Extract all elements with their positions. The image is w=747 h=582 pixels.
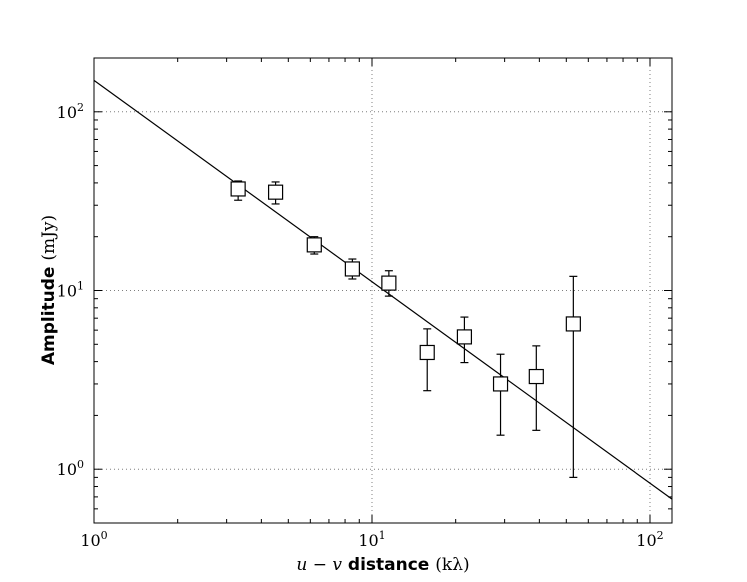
square-marker <box>419 344 435 361</box>
data-point <box>456 316 473 364</box>
data-point <box>419 328 435 392</box>
y-tick-label: 100 <box>57 458 84 479</box>
x-tick-label: 100 <box>80 529 107 550</box>
data-points <box>230 180 581 478</box>
x-tick-label: 102 <box>636 529 663 550</box>
y-axis-label: Amplitude (mJy) <box>39 215 59 365</box>
tick-labels: 100 101 102 100 101 102 <box>57 101 664 550</box>
square-marker <box>306 237 322 253</box>
y-tick-label: 102 <box>57 101 84 122</box>
square-marker <box>381 275 397 291</box>
x-axis-label: u − v distance (kλ) <box>296 555 469 575</box>
data-point <box>306 236 322 255</box>
square-marker <box>267 184 284 200</box>
data-point <box>381 270 397 297</box>
square-marker <box>344 261 360 277</box>
data-point <box>267 181 284 205</box>
square-marker <box>456 329 473 345</box>
square-marker <box>492 376 509 392</box>
data-point <box>344 258 360 280</box>
data-point <box>528 345 544 431</box>
data-point <box>230 180 246 201</box>
square-marker <box>528 368 544 385</box>
axis-ticks <box>93 57 672 524</box>
y-tick-label: 101 <box>57 280 84 301</box>
x-tick-label: 101 <box>358 529 385 550</box>
square-marker <box>565 316 581 332</box>
data-point <box>492 353 509 436</box>
data-point <box>565 275 581 478</box>
square-marker <box>230 181 246 197</box>
